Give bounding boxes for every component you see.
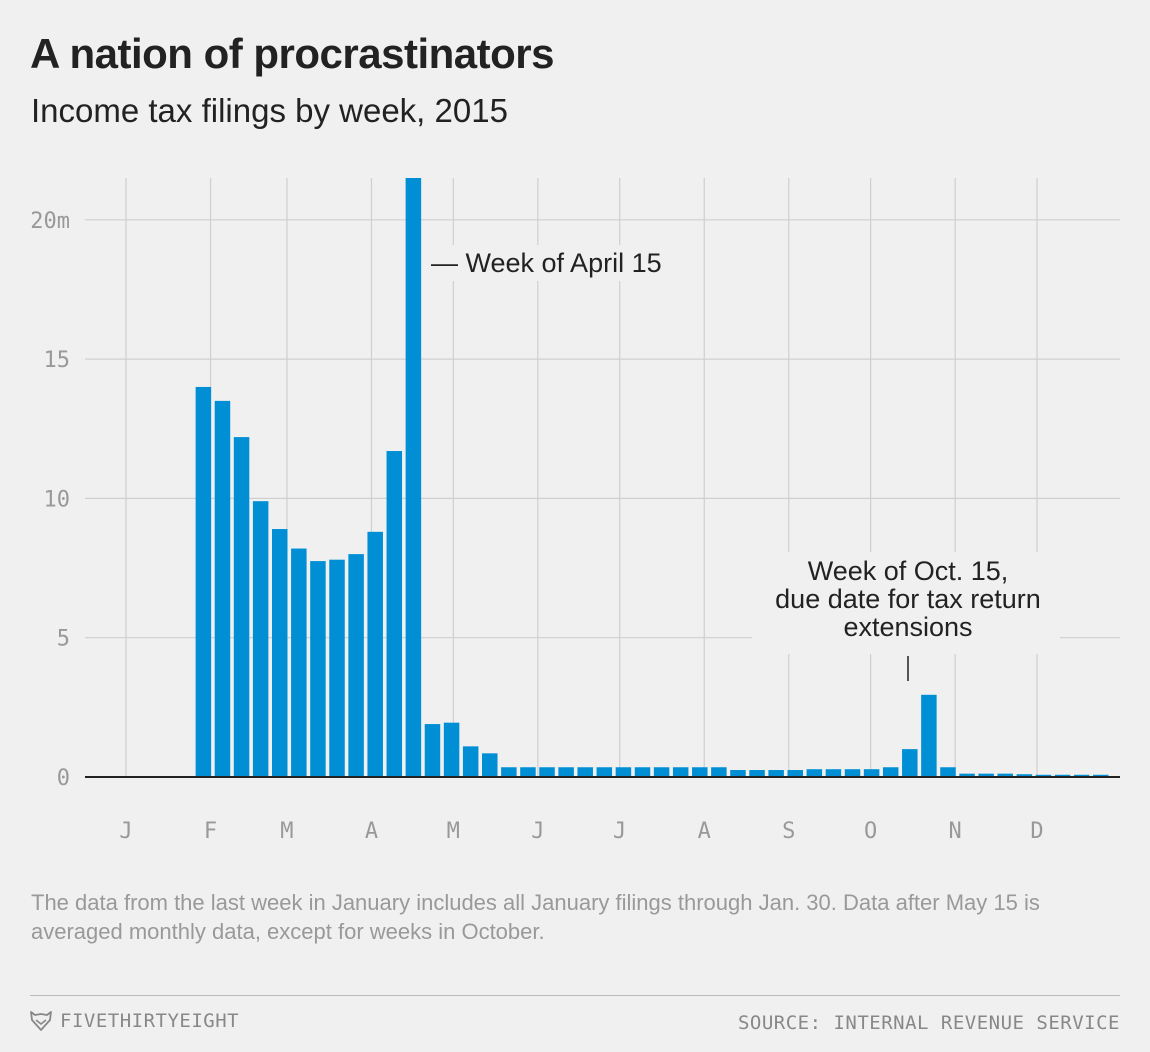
x-tick-label: J [613, 819, 626, 844]
bar [596, 767, 613, 777]
bar [329, 559, 345, 777]
annotation-october-label: extensions [843, 612, 972, 642]
bar [902, 749, 918, 777]
bar [367, 531, 383, 777]
bar [539, 767, 555, 777]
x-tick-label: M [447, 819, 460, 844]
bar [806, 769, 823, 777]
bar [310, 561, 326, 777]
bar [711, 767, 727, 777]
y-tick-label: 10 [44, 487, 71, 512]
bar [768, 770, 784, 777]
bar [940, 767, 956, 777]
bar [482, 753, 498, 777]
bar [577, 767, 593, 777]
chart-subtitle: Income tax filings by week, 2015 [31, 92, 508, 129]
bar-chart: 0 5 10 15 20m J F M A M J J A S O N D — Week of April 15 W… [30, 178, 1120, 844]
x-tick-label: D [1030, 819, 1043, 844]
bar [462, 746, 479, 777]
bar [1054, 774, 1071, 777]
x-tick-label: J [119, 819, 132, 844]
x-tick-label: O [864, 819, 877, 844]
annotation-october-label: due date for tax return [775, 584, 1041, 614]
bar [978, 773, 994, 777]
bar [252, 501, 269, 777]
chart-title: A nation of procrastinators [30, 30, 555, 77]
bar [443, 722, 460, 777]
brand-name: FIVETHIRTYEIGHT [60, 1010, 240, 1032]
bar [501, 767, 517, 777]
x-tick-label: N [949, 819, 962, 844]
bar [787, 770, 803, 777]
bar [291, 548, 307, 777]
bar [672, 767, 689, 777]
bar [615, 767, 632, 777]
annotation-april-label: — Week of April 15 [431, 248, 662, 278]
bar [959, 773, 975, 777]
bar [921, 694, 937, 777]
bar [1035, 774, 1052, 777]
x-tick-label: J [531, 819, 544, 844]
x-tick-label: M [280, 819, 293, 844]
y-tick-label: 5 [57, 627, 70, 652]
annotation-october-label: Week of Oct. 15, [808, 556, 1009, 586]
bar [405, 178, 422, 777]
fox-icon [30, 1011, 52, 1031]
bar [1016, 774, 1033, 777]
bar [634, 767, 651, 777]
bar [844, 769, 861, 777]
x-tick-label: S [782, 819, 795, 844]
bar [653, 767, 670, 777]
annotation-april-bg [428, 245, 690, 281]
bar [882, 767, 899, 777]
bar [730, 770, 746, 777]
annotation-october-bg [752, 552, 1060, 654]
bar [386, 451, 403, 777]
bar [424, 724, 441, 777]
x-tick-label: F [204, 819, 217, 844]
bar [195, 386, 212, 777]
bar [271, 529, 288, 777]
bar [997, 773, 1014, 777]
footer-divider [30, 995, 1120, 996]
chart-footnote: The data from the last week in January i… [31, 890, 1040, 944]
bar [233, 437, 250, 777]
source-credit: SOURCE: INTERNAL REVENUE SERVICE [737, 1012, 1120, 1034]
brand-logo[interactable]: FIVETHIRTYEIGHT [30, 1010, 239, 1032]
bar [520, 767, 536, 777]
y-tick-label: 20m [30, 209, 70, 234]
bar [214, 400, 231, 777]
bar [863, 769, 880, 777]
bar [1092, 774, 1109, 777]
x-tick-label: A [698, 819, 711, 844]
y-tick-label: 0 [57, 766, 70, 791]
bar [692, 767, 708, 777]
x-tick-label: A [365, 819, 378, 844]
bar [825, 769, 842, 777]
bar [348, 554, 364, 777]
bar [1073, 774, 1090, 777]
y-tick-label: 15 [44, 348, 71, 373]
bar [749, 770, 765, 777]
bar [558, 767, 574, 777]
